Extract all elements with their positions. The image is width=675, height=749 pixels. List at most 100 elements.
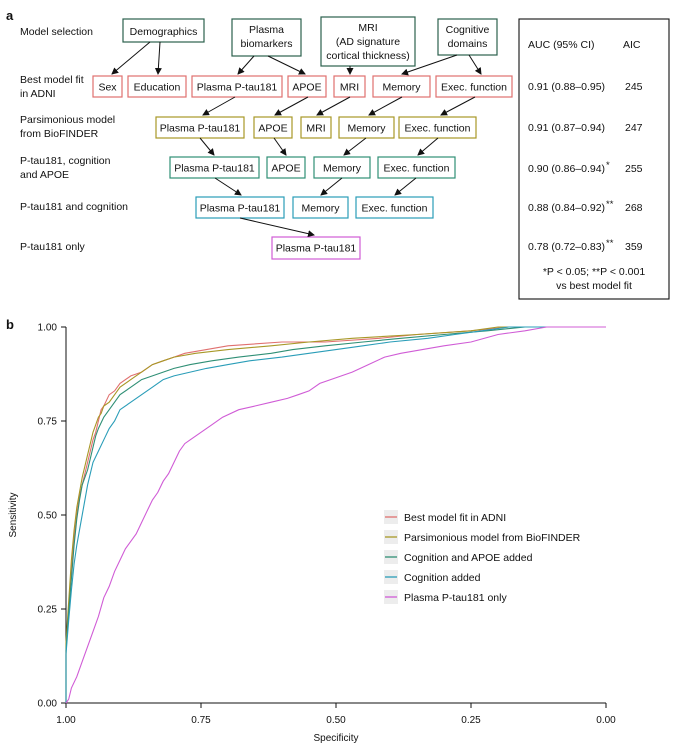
auc-row-2: 0.91 (0.87–0.94) <box>528 122 605 134</box>
best-model-education-box <box>127 75 187 98</box>
mri-header-line-2: (AD signature <box>336 36 400 48</box>
cognition-apoe-label-line-1: P-tau181, cognition <box>20 155 111 167</box>
parsimonious-memory-box <box>338 116 395 139</box>
cog-apoe-exec-box <box>377 156 456 179</box>
cog-memory-box <box>292 196 349 219</box>
parsimonious-label-line-1: Parsimonious model <box>20 114 115 126</box>
arrow-best-apoe-to-parsimonious <box>274 96 309 116</box>
plasma-biomarkers-header-box <box>231 18 302 57</box>
arrow-best-ptau-to-parsimonious <box>202 96 236 116</box>
arrow-demographics-sex <box>111 41 151 75</box>
arrow-cog-apoe-ptau-to-cog <box>214 177 242 196</box>
roc-series-lines <box>65 326 606 704</box>
mri-header-box <box>320 16 416 67</box>
best-model-exec-text: Exec. function <box>441 82 507 94</box>
arrow-cognitive-memory <box>401 54 458 76</box>
y-tick-label: 0.50 <box>38 511 58 522</box>
arrow-cog-apoe-memory-to-cog <box>320 177 343 196</box>
arrow-plasma-ptau <box>237 55 255 75</box>
cog-memory-text: Memory <box>302 203 341 215</box>
arrow-demographics-education <box>154 41 162 75</box>
x-tick-label: 1.00 <box>56 715 76 726</box>
parsimonious-apoe-box <box>253 116 293 139</box>
auc-row-3-significance: * <box>606 160 610 171</box>
legend-label: Plasma P-tau181 only <box>404 592 507 604</box>
y-tick-label: 0.75 <box>38 417 58 428</box>
best-model-education-text: Education <box>134 82 181 94</box>
table-footnote-2: vs best model fit <box>556 280 632 292</box>
arrow-parsimonious-memory-to-cog-apoe <box>343 137 367 156</box>
demographics-header-text: Demographics <box>130 26 198 38</box>
cog-exec-text: Exec. function <box>362 203 428 215</box>
x-axis-label: Specificity <box>313 733 358 744</box>
roc-legend: Best model fit in ADNI Parsimonious model… <box>384 510 581 604</box>
cognition-label: P-tau181 and cognition <box>20 201 128 213</box>
parsimonious-memory-text: Memory <box>348 123 387 135</box>
best-model-ptau-box <box>191 75 283 98</box>
cognitive-domains-header-line-1: Cognitive <box>446 24 490 36</box>
best-model-sex-box <box>92 75 123 98</box>
auc-header: AUC (95% CI) <box>528 39 595 51</box>
cog-exec-box <box>355 196 434 219</box>
parsimonious-mri-text: MRI <box>306 123 325 135</box>
auc-aic-table <box>518 18 670 300</box>
best-model-mri-text: MRI <box>340 82 359 94</box>
y-tick-label: 1.00 <box>38 323 58 334</box>
arrow-parsimonious-exec-to-cog-apoe <box>417 137 439 156</box>
x-tick-label: 0.50 <box>326 715 346 726</box>
y-tick-label: 0.00 <box>38 699 58 710</box>
arrow-parsimonious-apoe-to-cog-apoe <box>273 137 287 156</box>
cog-apoe-ptau-box <box>169 156 260 179</box>
parsimonious-apoe-text: APOE <box>258 123 287 135</box>
arrow-cognitive-exec <box>468 54 482 75</box>
arrow-cog-apoe-exec-to-cog <box>394 177 417 196</box>
panel-b-label: b <box>6 317 14 332</box>
parsimonious-ptau-text: Plasma P-tau181 <box>160 123 241 135</box>
cog-apoe-memory-text: Memory <box>323 163 362 175</box>
panel-a-diagram: a Model selection Best model fit in ADNI… <box>6 8 670 300</box>
panel-b-roc-chart: b 0.000.250.500.751.001.00 0.75 0.50 0.25 0.… <box>6 317 616 744</box>
cog-apoe-apoe-box <box>266 156 306 179</box>
best-model-sex-text: Sex <box>98 82 117 94</box>
x-tick-label: 0.75 <box>191 715 211 726</box>
auc-row-4-significance: ** <box>606 199 614 210</box>
auc-row-3: 0.90 (0.86–0.94) <box>528 163 605 175</box>
roc-curve-best-model-fit-in-adni <box>65 326 606 703</box>
auc-row-4: 0.88 (0.84–0.92) <box>528 202 605 214</box>
best-model-memory-text: Memory <box>383 82 422 94</box>
cog-apoe-ptau-text: Plasma P-tau181 <box>174 163 255 175</box>
auc-row-1: 0.91 (0.88–0.95) <box>528 81 605 93</box>
ptau-only-box <box>271 236 361 260</box>
aic-header: AIC <box>623 39 641 51</box>
best-model-label-line-1: Best model fit <box>20 74 84 86</box>
x-tick-label: 0.25 <box>461 715 481 726</box>
best-model-label-line-2: in ADNI <box>20 88 56 100</box>
legend-label: Best model fit in ADNI <box>404 512 506 524</box>
y-axis-label: Sensitivity <box>8 492 19 537</box>
roc-axes <box>65 327 606 704</box>
roc-ticks: 0.00 0.25 0.50 0.75 1.00 1.00 0.75 0.50 0.25 0.00 <box>38 323 617 727</box>
plasma-biomarkers-header-line-2: biomarkers <box>241 38 293 50</box>
mri-header-line-3: cortical thickness) <box>326 50 409 62</box>
model-selection-label: Model selection <box>20 26 93 38</box>
roc-curve-parsimonious-model-from-biofinder <box>65 326 606 703</box>
arrow-best-memory-to-parsimonious <box>368 96 403 116</box>
aic-row-5: 359 <box>625 241 643 253</box>
mri-header-line-1: MRI <box>358 22 377 34</box>
parsimonious-exec-text: Exec. function <box>405 123 471 135</box>
roc-curve-plasma-p-tau181-only <box>65 326 606 704</box>
arrow-parsimonious-ptau-to-cog-apoe <box>199 137 215 156</box>
table-footnote-1: *P < 0.05; **P < 0.001 <box>543 266 646 278</box>
aic-row-2: 247 <box>625 122 643 134</box>
aic-row-3: 255 <box>625 163 643 175</box>
auc-row-5-significance: ** <box>606 238 614 249</box>
arrow-cog-ptau-to-ptau-only <box>239 217 315 238</box>
best-model-apoe-text: APOE <box>292 82 321 94</box>
plasma-biomarkers-header-line-1: Plasma <box>249 24 284 36</box>
legend-label: Cognition added <box>404 572 481 584</box>
cog-apoe-exec-text: Exec. function <box>384 163 450 175</box>
demographics-header-box <box>122 18 205 43</box>
cognitive-domains-header-line-2: domains <box>448 38 488 50</box>
y-tick-label: 0.25 <box>38 605 58 616</box>
arrow-plasma-apoe <box>267 55 306 75</box>
